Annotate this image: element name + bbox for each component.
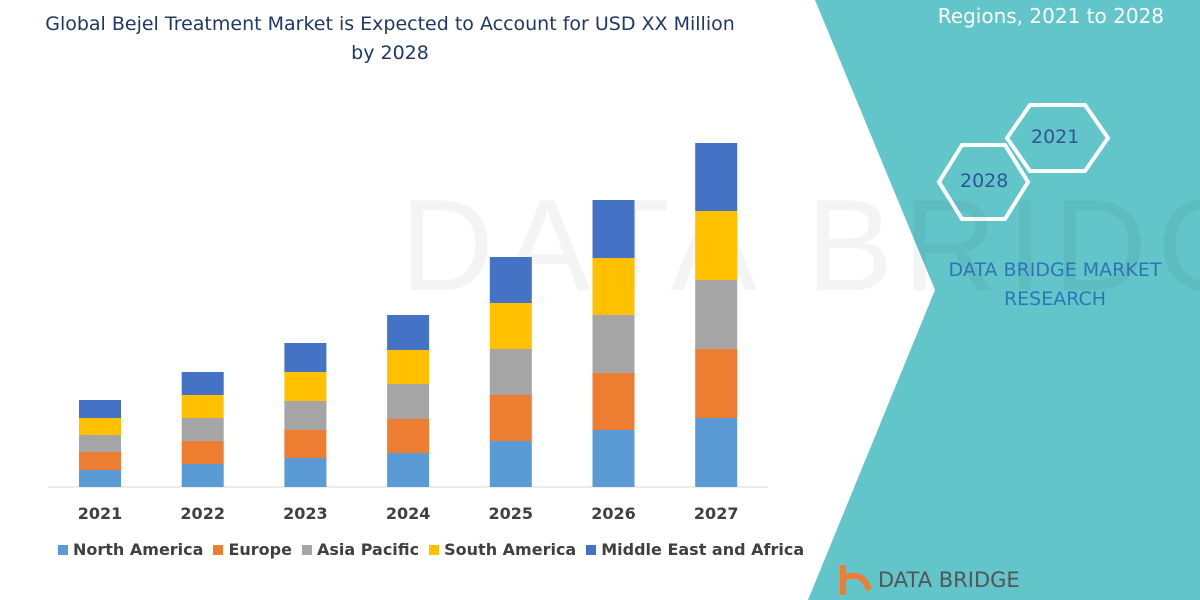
legend-item: North America <box>58 540 203 559</box>
bar-2024-middle-east-and-africa <box>387 315 430 350</box>
legend-label: Europe <box>228 540 292 559</box>
hexagon-2021 <box>1004 103 1111 173</box>
hexagon-2028 <box>936 143 1031 221</box>
bar-2027-middle-east-and-africa <box>695 143 738 211</box>
bar-2022-middle-east-and-africa <box>181 372 224 395</box>
bar-2027-asia-pacific <box>695 280 738 349</box>
x-tick-label: 2027 <box>694 504 739 523</box>
legend-swatch <box>58 544 68 555</box>
panel-title: Regions, 2021 to 2028 <box>937 4 1164 28</box>
x-tick-label: 2026 <box>591 504 636 523</box>
brand-text: DATA BRIDGE MARKET RESEARCH <box>948 259 1162 310</box>
bar-2022-north-america <box>181 464 224 487</box>
x-tick-label: 2021 <box>78 504 123 523</box>
legend-swatch <box>586 544 597 555</box>
bar-2022-asia-pacific <box>181 418 224 441</box>
bar-2021-middle-east-and-africa <box>79 400 121 418</box>
bar-2025-europe <box>489 395 532 441</box>
bar-2026-north-america <box>592 430 635 487</box>
legend-item: Europe <box>213 540 292 559</box>
x-tick-label: 2023 <box>283 504 328 523</box>
bar-2021-north-america <box>79 470 121 487</box>
legend-swatch <box>301 544 312 555</box>
bar-2025-south-america <box>489 303 532 349</box>
bar-2025-north-america <box>489 441 532 487</box>
bar-2025-middle-east-and-africa <box>489 257 532 303</box>
legend-swatch <box>429 544 440 555</box>
legend-label: North America <box>73 540 204 559</box>
bar-2024-asia-pacific <box>387 384 430 419</box>
bar-2023-north-america <box>284 458 327 487</box>
bar-2027-north-america <box>695 418 738 487</box>
bar-2024-south-america <box>387 350 430 384</box>
logo-text: DATA BRIDGE <box>878 568 1020 592</box>
logo-icon <box>840 565 872 595</box>
legend-label: South America <box>444 540 577 559</box>
legend-item: Middle East and Africa <box>586 540 804 559</box>
bar-chart: 2021 2022 2023 2024 2025 2026 2027 <box>48 143 768 523</box>
legend-item: Asia Pacific <box>301 540 420 559</box>
bar-2026-europe <box>592 373 635 430</box>
bar-2027-europe <box>695 349 738 418</box>
bar-2023-asia-pacific <box>284 401 327 430</box>
x-tick-label: 2022 <box>180 504 225 523</box>
bar-2022-europe <box>181 441 224 464</box>
legend-label: Asia Pacific <box>316 540 420 559</box>
bar-2023-middle-east-and-africa <box>284 343 327 372</box>
bar-2026-middle-east-and-africa <box>592 200 635 258</box>
legend: North America Europe Asia Pacific South Ame… <box>58 540 804 559</box>
bar-2025-asia-pacific <box>489 349 532 395</box>
legend-swatch <box>213 544 224 555</box>
bar-2026-asia-pacific <box>592 315 635 373</box>
x-tick-label: 2024 <box>386 504 431 523</box>
bar-2024-north-america <box>387 453 430 487</box>
chart-title: Global Bejel Treatment Market is Expecte… <box>45 13 735 64</box>
hex-label-2021: 2021 <box>1031 126 1080 148</box>
legend-item: South America <box>429 540 576 559</box>
bar-2021-south-america <box>79 418 121 435</box>
bar-2026-south-america <box>592 258 635 315</box>
bar-2022-south-america <box>181 395 224 418</box>
bar-2021-europe <box>79 452 121 470</box>
x-tick-label: 2025 <box>489 504 534 523</box>
bar-2024-europe <box>387 419 430 453</box>
watermark: DATA BRIDGE <box>400 172 1200 318</box>
bar-2027-south-america <box>695 211 738 280</box>
hex-label-2028: 2028 <box>960 170 1009 192</box>
bar-2023-south-america <box>284 372 327 401</box>
bar-2021-asia-pacific <box>79 435 121 452</box>
bar-2023-europe <box>284 430 327 458</box>
legend-label: Middle East and Africa <box>601 540 805 559</box>
